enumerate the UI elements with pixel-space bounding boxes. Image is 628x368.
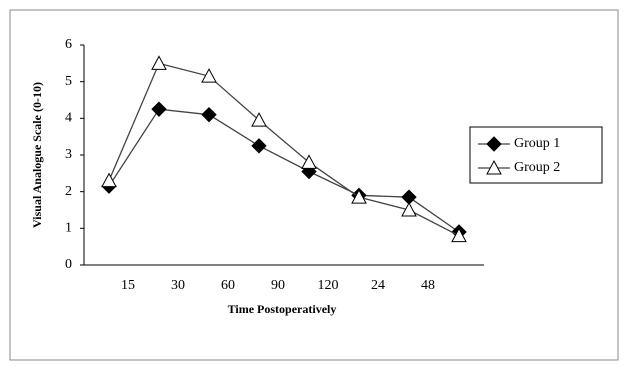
x-tick-label: 48 <box>421 278 435 293</box>
y-tick-label: 5 <box>65 74 72 89</box>
series-line <box>108 62 460 237</box>
y-tick-label: 1 <box>65 221 72 236</box>
x-tick-label: 15 <box>121 278 135 293</box>
y-tick-label: 3 <box>65 147 72 162</box>
legend-marker <box>486 159 502 175</box>
y-tick-label: 2 <box>65 184 72 199</box>
point <box>251 112 267 127</box>
legend-label: Group 2 <box>514 160 560 175</box>
legend-marker <box>486 136 502 152</box>
point <box>201 106 217 123</box>
legend-label: Group 1 <box>514 136 560 151</box>
y-tick-label: 0 <box>65 257 72 272</box>
point <box>151 101 167 117</box>
x-tick-label: 30 <box>171 278 185 293</box>
y-axis-label: Visual Analogue Scale (0-10) <box>30 82 44 228</box>
point <box>451 227 467 243</box>
frame <box>9 9 619 361</box>
x-tick-label: 24 <box>371 278 385 293</box>
series-line <box>108 108 460 233</box>
point <box>101 172 117 188</box>
x-tick-label: 120 <box>318 278 339 293</box>
x-axis-label: Time Postoperatively <box>228 302 337 316</box>
y-tick-label: 6 <box>65 37 72 52</box>
point <box>201 68 217 83</box>
x-tick-label: 90 <box>271 278 285 293</box>
y-tick-label: 4 <box>65 111 72 126</box>
point <box>151 55 167 70</box>
point <box>401 201 417 217</box>
point <box>251 138 267 154</box>
point <box>301 154 317 169</box>
point <box>351 189 367 204</box>
x-tick-label: 60 <box>221 278 235 293</box>
